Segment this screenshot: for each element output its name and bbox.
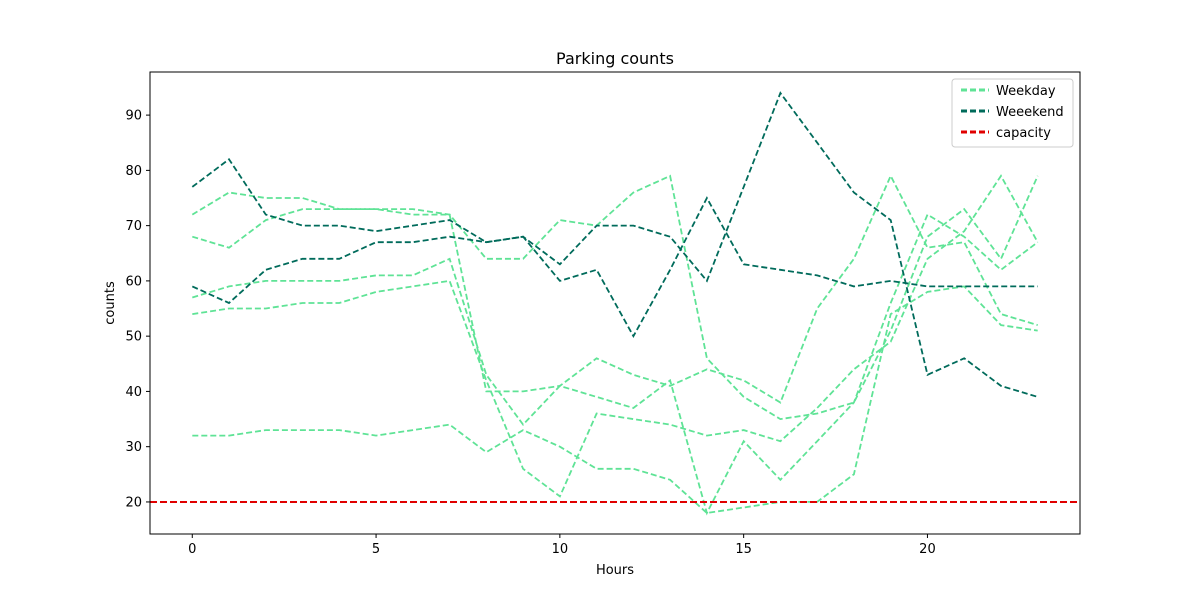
legend: Weekday Weeekend capacity (951, 78, 1074, 148)
x-tick-label: 20 (919, 542, 936, 557)
y-tick-label: 30 (125, 440, 142, 455)
chart-title: Parking counts (556, 49, 674, 68)
y-tick-label: 70 (125, 219, 142, 234)
x-tick-label: 15 (735, 542, 752, 557)
plot-frame (149, 71, 1081, 535)
legend-box (951, 78, 1074, 148)
weekend-series-line-2 (191, 91, 1038, 398)
y-axis-label: counts (103, 281, 118, 325)
x-tick-label: 0 (188, 542, 196, 557)
y-tick-label: 60 (125, 274, 142, 289)
weekday-series-line-1 (191, 174, 1039, 421)
weekend-series-line-1 (191, 158, 1038, 339)
x-axis-label: Hours (596, 563, 634, 578)
legend-weekend-label: Weeekend (996, 105, 1064, 120)
x-tick-label: 10 (552, 542, 569, 557)
ticks-layer: 0 5 10 15 20 20 30 40 50 60 70 80 90 (125, 109, 935, 557)
y-tick-label: 50 (125, 330, 142, 345)
weekday-series-line-4 (192, 174, 1039, 498)
lines-layer (150, 91, 1080, 516)
legend-capacity-label: capacity (996, 126, 1051, 141)
legend-weekday-label: Weekday (996, 84, 1056, 99)
y-tick-label: 80 (125, 164, 142, 179)
weekday-series-line-5 (192, 285, 1038, 514)
x-tick-label: 5 (372, 542, 380, 557)
weekday-series-line-2 (192, 173, 1038, 404)
y-tick-label: 20 (125, 495, 142, 510)
y-tick-label: 40 (125, 385, 142, 400)
y-tick-label: 90 (125, 109, 142, 124)
